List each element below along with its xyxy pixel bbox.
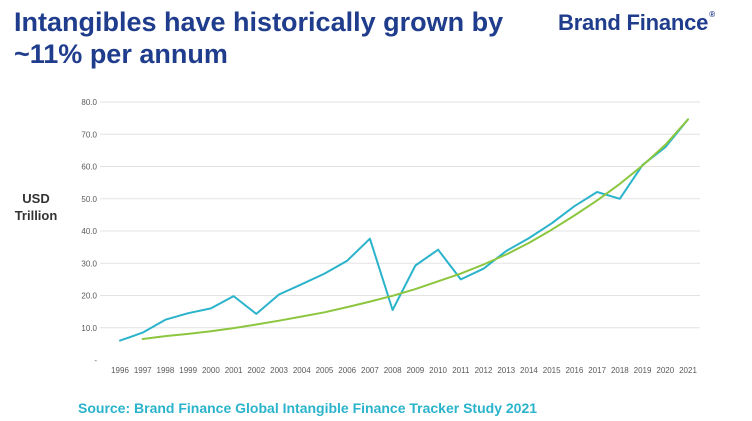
- x-axis-ticks: 1996 1997 1998 1999 2000 2001 2002 2003 2004 2005…: [111, 366, 697, 375]
- y-tick-label: 60.0: [81, 163, 97, 172]
- x-tick-label: 2005: [316, 366, 334, 375]
- x-tick-label: 2008: [384, 366, 402, 375]
- x-tick-label: 2000: [202, 366, 220, 375]
- series-line-actual: [119, 118, 689, 342]
- y-axis-label: USD Trillion: [14, 191, 58, 223]
- x-tick-label: 1999: [179, 366, 197, 375]
- registered-mark: ®: [709, 10, 715, 19]
- x-tick-label: 2011: [452, 366, 470, 375]
- x-tick-label: 2006: [338, 366, 356, 375]
- y-tick-label: 80.0: [81, 98, 97, 107]
- x-tick-label: 2018: [611, 366, 629, 375]
- brand-logo-text: Brand Finance: [558, 10, 709, 35]
- brand-logo: Brand Finance®: [558, 10, 715, 36]
- x-tick-label: 2012: [475, 366, 493, 375]
- x-tick-label: 2009: [406, 366, 424, 375]
- page-title: Intangibles have historically grown by ~…: [14, 7, 504, 69]
- x-tick-label: 2017: [588, 366, 606, 375]
- y-axis-ticks: - 10.0 20.0 30.0 40.0 50.0 60.0 70.0 80.0: [81, 98, 97, 365]
- x-tick-label: 2003: [270, 366, 288, 375]
- x-tick-label: 2007: [361, 366, 379, 375]
- x-tick-label: 2010: [429, 366, 447, 375]
- x-tick-label: 1998: [157, 366, 175, 375]
- x-tick-label: 2021: [679, 366, 697, 375]
- x-tick-label: 2002: [247, 366, 265, 375]
- y-tick-label: -: [94, 356, 97, 365]
- x-tick-label: 2004: [293, 366, 311, 375]
- x-tick-label: 2015: [543, 366, 561, 375]
- x-tick-label: 2016: [566, 366, 584, 375]
- y-tick-label: 10.0: [81, 324, 97, 333]
- x-tick-label: 1996: [111, 366, 129, 375]
- y-tick-label: 70.0: [81, 130, 97, 139]
- x-tick-label: 2001: [225, 366, 243, 375]
- source-note: Source: Brand Finance Global Intangible …: [78, 400, 538, 416]
- x-tick-label: 2013: [497, 366, 515, 375]
- x-tick-label: 1997: [134, 366, 152, 375]
- y-tick-label: 50.0: [81, 195, 97, 204]
- y-tick-label: 30.0: [81, 259, 97, 268]
- x-tick-label: 2020: [656, 366, 674, 375]
- x-tick-label: 2014: [520, 366, 538, 375]
- x-tick-label: 2019: [634, 366, 652, 375]
- chart-gridlines: [100, 101, 700, 329]
- y-tick-label: 40.0: [81, 227, 97, 236]
- chart-series: [119, 118, 689, 342]
- y-tick-label: 20.0: [81, 292, 97, 301]
- series-line-trend: [141, 118, 689, 340]
